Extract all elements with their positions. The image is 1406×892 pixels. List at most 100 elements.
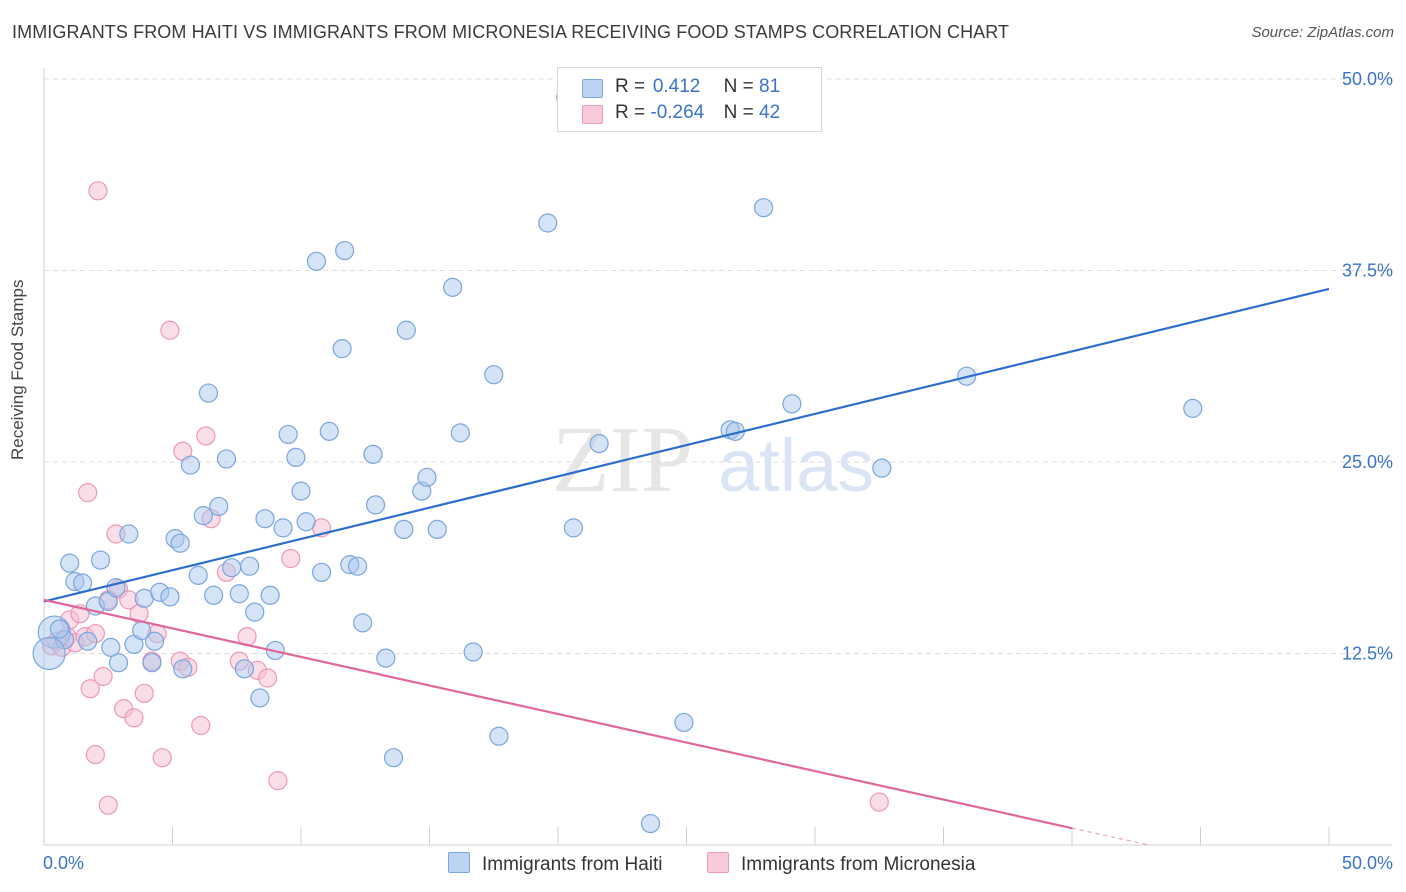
haiti-n-value: 81: [759, 76, 781, 97]
haiti-point-24: [180, 455, 201, 475]
x-tick-label-1: 50.0%: [1342, 853, 1393, 873]
trend-lines: [43, 287, 1330, 846]
haiti-n-label: N =: [723, 76, 760, 97]
haiti-point-67: [538, 213, 558, 233]
haiti-point-18: [144, 631, 165, 651]
micronesia-point-22: [134, 683, 154, 703]
haiti-point-65: [484, 365, 504, 385]
micronesia-legend-swatch: [707, 852, 729, 873]
micronesia-r-value: -0.264: [650, 102, 705, 123]
haiti-point-52: [353, 613, 373, 633]
haiti-point-34: [240, 556, 260, 576]
haiti-point-44: [296, 512, 316, 532]
micronesia-point-13: [93, 666, 113, 687]
micronesia-point-41: [869, 792, 889, 812]
haiti-point-70: [640, 813, 661, 834]
haiti-point-37: [255, 509, 275, 529]
haiti-point-27: [198, 383, 219, 403]
micronesia-point-8: [78, 483, 98, 503]
micronesia-point-31: [196, 426, 216, 446]
micronesia-trend-extension: [1071, 827, 1150, 846]
haiti-point-76: [872, 458, 892, 478]
haiti-r-value: 0.412: [652, 76, 701, 97]
micronesia-point-39: [281, 548, 301, 569]
haiti-point-32: [229, 584, 249, 604]
haiti-point-71: [674, 712, 694, 733]
x-tick-label-0: 0.0%: [43, 853, 84, 873]
haiti-point-13: [119, 524, 139, 544]
haiti-point-40: [273, 518, 293, 538]
y-tick-label-1: 25.0%: [1342, 452, 1393, 472]
correlation-legend: R = 0.412 N = 81 R = -0.264 N = 42: [557, 67, 822, 132]
haiti-point-31: [222, 558, 242, 578]
haiti-point-66: [489, 726, 509, 746]
haiti-point-33: [234, 659, 255, 679]
haiti-point-56: [394, 519, 414, 540]
haiti-point-74: [753, 198, 774, 218]
haiti-point-29: [209, 496, 229, 517]
watermark-atlas: atlas: [718, 424, 874, 507]
micronesia-n-label: N =: [723, 102, 760, 123]
haiti-point-25: [188, 565, 208, 585]
micronesia-point-12: [88, 181, 108, 201]
haiti-point-62: [443, 277, 463, 297]
haiti-point-48: [332, 339, 352, 359]
micronesia-point-30: [191, 715, 211, 736]
haiti-point-75: [782, 394, 802, 414]
micronesia-point-15: [98, 795, 118, 815]
micronesia-swatch: [582, 105, 603, 124]
haiti-point-64: [463, 642, 483, 662]
watermark: ZIP atlas: [552, 408, 874, 512]
micronesia-point-20: [124, 708, 144, 728]
haiti-point-57: [383, 748, 404, 768]
micronesia-n-value: 42: [759, 102, 781, 123]
micronesia-point-11: [85, 745, 106, 765]
haiti-point-2: [49, 619, 70, 639]
haiti-point-78: [1183, 398, 1203, 418]
legend-item-micronesia: Immigrants from Micronesia: [707, 852, 975, 876]
haiti-point-63: [450, 423, 470, 443]
micronesia-legend-label: Immigrants from Micronesia: [741, 854, 976, 875]
y-tick-label-3: 50.0%: [1342, 69, 1393, 89]
micronesia-trend-line: [43, 598, 1073, 830]
haiti-point-28: [204, 585, 224, 605]
haiti-legend-swatch: [448, 852, 470, 873]
micronesia-point-37: [257, 668, 278, 688]
legend-item-haiti: Immigrants from Haiti: [448, 852, 663, 876]
haiti-point-43: [291, 481, 311, 501]
haiti-point-45: [306, 251, 327, 271]
haiti-point-51: [347, 556, 368, 576]
micronesia-point-25: [152, 748, 172, 768]
haiti-point-6: [78, 631, 98, 651]
haiti-point-49: [335, 240, 355, 261]
haiti-stats: R = 0.412 N = 81: [615, 76, 780, 98]
tick-labels: 12.5% 25.0% 37.5% 50.0% 0.0% 50.0%: [43, 69, 1393, 873]
haiti-point-11: [108, 653, 129, 673]
haiti-point-42: [286, 447, 306, 468]
y-tick-label-2: 37.5%: [1342, 261, 1393, 281]
haiti-point-5: [72, 573, 93, 593]
haiti-point-22: [170, 533, 190, 553]
haiti-point-8: [90, 550, 111, 570]
haiti-point-61: [427, 519, 447, 540]
haiti-point-41: [278, 424, 298, 445]
micronesia-point-9: [80, 679, 100, 699]
haiti-point-10: [101, 637, 121, 657]
micronesia-r-label: R =: [615, 102, 651, 123]
haiti-swatch: [582, 79, 603, 98]
haiti-point-69: [589, 434, 609, 454]
haiti-point-53: [363, 444, 383, 464]
haiti-legend-label: Immigrants from Haiti: [482, 854, 663, 875]
haiti-point-60: [417, 467, 437, 487]
haiti-r-label: R =: [615, 76, 651, 97]
source-label: Source: ZipAtlas.com: [1251, 24, 1394, 41]
y-tick-label-0: 12.5%: [1342, 644, 1393, 664]
haiti-trend-line: [43, 287, 1330, 603]
chart-title: IMMIGRANTS FROM HAITI VS IMMIGRANTS FROM…: [12, 22, 1010, 42]
axes: [43, 68, 1392, 846]
haiti-point-46: [311, 562, 332, 582]
haiti-point-80: [32, 636, 66, 671]
haiti-point-35: [245, 602, 265, 622]
haiti-point-38: [260, 585, 280, 605]
